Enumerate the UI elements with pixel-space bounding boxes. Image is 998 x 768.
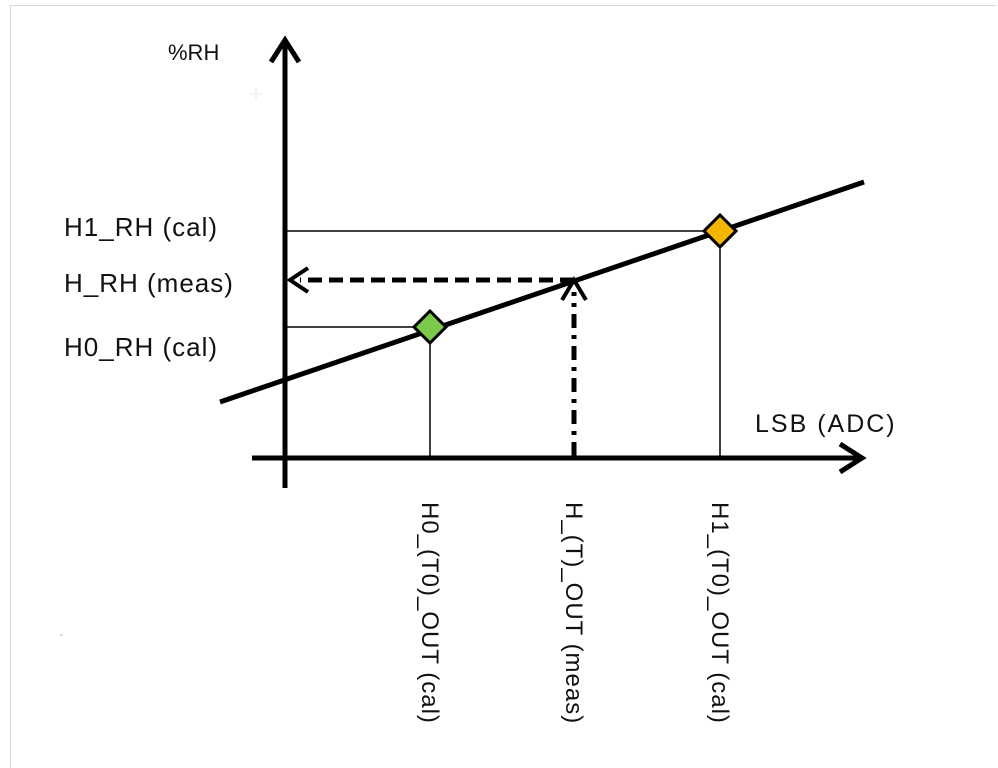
x-axis-label: LSB (ADC): [755, 410, 897, 438]
faint-mark: [250, 88, 262, 100]
x-level-h1-out-label: H1_(T0)_OUT (cal): [706, 502, 733, 724]
h0-calibration-point: [414, 311, 446, 343]
h1-calibration-point: [704, 215, 736, 247]
x-level-h-out-meas-label: H_(T)_OUT (meas): [560, 502, 587, 724]
y-level-h1-rh-label: H1_RH (cal): [64, 212, 218, 242]
y-axis-label: %RH: [168, 40, 219, 65]
meas-horizontal-arrowhead: [290, 268, 308, 292]
faint-dot: [60, 634, 63, 636]
y-level-h-rh-meas-label: H_RH (meas): [64, 268, 234, 298]
y-level-h0-rh-label: H0_RH (cal): [64, 332, 218, 362]
calibration-line: [220, 182, 864, 402]
x-level-h0-out-label: H0_(T0)_OUT (cal): [416, 502, 443, 724]
